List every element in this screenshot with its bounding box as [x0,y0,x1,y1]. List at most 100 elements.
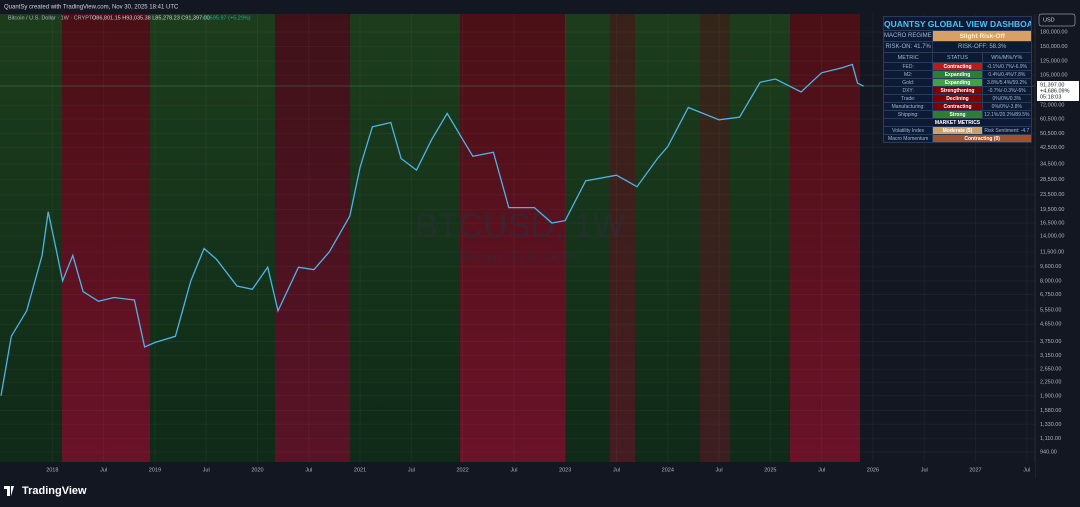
y-tick-label: 60,500.00 [1040,117,1064,123]
change: 0.4%/0.4%/7.8% [981,70,1033,79]
metric: M2: [882,70,934,79]
watermark-name: Bitcoin / U.S. Dollar [459,249,581,265]
y-tick-label: 42,500.00 [1040,145,1064,151]
x-tick-label: Jul [921,467,928,473]
metric: Shipping: [882,110,934,119]
x-tick-label: Jul [408,467,415,473]
change: -0.1%/0.7%/-6.9% [981,62,1033,71]
change: 3.8%/5.4%/59.2% [981,78,1033,87]
time-axis [0,462,1035,478]
caption: QuantSy created with TradingView.com, No… [4,5,179,11]
dash-row: Trade: Declining 0%/0%/0.3% [882,94,1033,103]
risk-off: RISK-OFF: 58.3% [932,41,1032,53]
x-tick-label: 2026 [867,467,879,473]
y-tick-label: 11,500.00 [1040,249,1064,255]
risk-on: RISK-ON: 41.7% [882,41,934,53]
x-tick-label: 2018 [46,467,58,473]
dash-row: MARKET METRICS [883,118,1032,127]
y-tick-label: 105,000.00 [1040,73,1068,79]
change: -0.7%/-0.3%/-6% [981,86,1033,95]
y-tick-label: 4,650.00 [1040,322,1061,328]
status: Expanding [932,70,983,79]
metric: Volatility Index [882,126,934,135]
dash-row: Manufacturing: Contracting 0%/0%/-3.8% [882,102,1033,111]
note: Risk Sentiment: -4.7 [981,126,1033,135]
regime-label: MACRO REGIME: [882,30,934,42]
y-tick-label: 8,000.00 [1040,278,1061,284]
brand: TradingView [22,485,87,497]
x-tick-label: 2020 [251,467,263,473]
watermark-symbol: BTCUSD, 1W [415,207,625,245]
y-tick-label: 1,110.00 [1040,436,1061,442]
x-tick-label: 2027 [969,467,981,473]
currency-button[interactable] [1038,13,1076,27]
dash-row: FED: Contracting -0.1%/0.7%/-6.9% [882,62,1033,71]
dash-row: MACRO REGIME: Slight Risk-Off [882,30,1032,42]
metric: FED: [882,62,934,71]
column-header: METRIC [882,52,934,63]
x-tick-label: Jul [305,467,312,473]
change: 0%/0%/0.3% [981,94,1033,103]
legend-change: +4,595.97 (+5.29%) [202,15,251,21]
y-tick-label: 72,000.00 [1040,103,1064,109]
status: Moderate (5) [932,126,983,135]
y-tick-label: 1,330.00 [1040,422,1061,428]
metric: Macro Momentum [882,134,934,143]
x-tick-label: Jul [203,467,210,473]
y-tick-label: 9,600.00 [1040,264,1061,270]
status: Strong [932,110,983,119]
status: Declining [932,94,983,103]
dash-row: DXY: Strengthening -0.7%/-0.3%/-6% [882,86,1033,95]
top-bar [0,0,1080,14]
dash-row: Gold: Expanding 3.8%/5.4%/59.2% [882,78,1033,87]
last-price: 91,397.00 [1040,82,1064,88]
y-tick-label: 3,150.00 [1040,353,1061,359]
x-tick-label: Jul [1023,467,1030,473]
y-tick-label: 34,500.00 [1040,162,1064,168]
legend-ohlc: O86,801.15 H93,035.38 L85,278.23 C91,397… [92,15,210,21]
x-tick-label: Jul [613,467,620,473]
dash-row: RISK-ON: 41.7% RISK-OFF: 58.3% [882,41,1032,53]
x-tick-label: 2023 [559,467,571,473]
legend-symbol: Bitcoin / U.S. Dollar · 1W · CRYPTO [8,15,97,21]
y-tick-label: 150,000.00 [1040,44,1068,50]
metric: Gold: [882,78,934,87]
countdown: 05:18:03 [1040,94,1061,100]
metric: Manufacturing: [882,102,934,111]
y-tick-label: 6,750.00 [1040,292,1061,298]
dash-row: METRIC STATUS W%/M%/Y% [882,52,1033,63]
x-tick-label: Jul [818,467,825,473]
change: 12.1%/20.2%/89.5% [981,110,1033,119]
brand-logo [4,486,14,496]
status: Contracting [932,102,983,111]
dashboard: QUANTSY GLOBAL VIEW DASHBOARD MACRO REGIM… [882,16,1033,143]
x-tick-label: Jul [100,467,107,473]
status: Contracting [932,62,983,71]
x-tick-label: Jul [716,467,723,473]
regime-bands [0,14,860,462]
section: MARKET METRICS [883,118,1032,127]
y-tick-label: 28,500.00 [1040,177,1064,183]
column-header: W%/M%/Y% [981,52,1033,63]
y-tick-label: 23,500.00 [1040,192,1064,198]
y-tick-label: 5,550.00 [1040,308,1061,314]
metric: DXY: [882,86,934,95]
y-tick-label: 940.00 [1040,450,1057,456]
currency[interactable]: USD [1043,17,1055,23]
status: Contracting (0) [932,134,1032,143]
last-change: +4,686.09% [1040,88,1070,94]
y-tick-label: 14,000.00 [1040,234,1064,240]
x-tick-label: 2022 [456,467,468,473]
status: Strengthening [932,86,983,95]
x-tick-label: 2019 [149,467,161,473]
dash-row: Shipping: Strong 12.1%/20.2%/89.5% [882,110,1033,119]
status: Expanding [932,78,983,87]
dash-title: QUANTSY GLOBAL VIEW DASHBOARD [883,16,1032,31]
change: 0%/0%/-3.8% [981,102,1033,111]
y-tick-label: 125,000.00 [1040,59,1068,65]
dash-row: M2: Expanding 0.4%/0.4%/7.8% [882,70,1033,79]
y-tick-label: 1,900.00 [1040,393,1061,399]
y-tick-label: 19,500.00 [1040,207,1064,213]
